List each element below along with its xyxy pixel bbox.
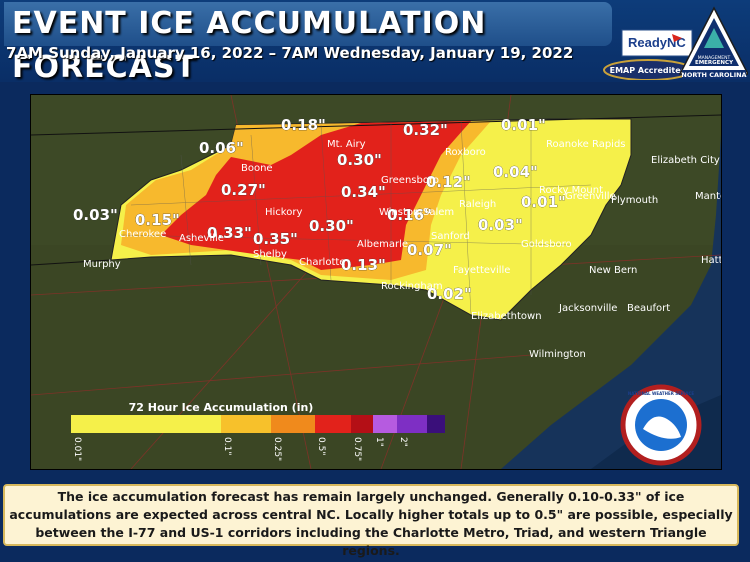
city-label: Elizabeth City bbox=[651, 155, 720, 166]
city-label: Raleigh bbox=[459, 199, 496, 210]
nws-text: NATIONAL WEATHER SERVICE bbox=[628, 391, 695, 396]
legend-colorbar bbox=[71, 415, 445, 433]
ice-value: 0.35" bbox=[253, 230, 298, 248]
forecast-summary: The ice accumulation forecast has remain… bbox=[3, 484, 739, 558]
ice-value: 0.12" bbox=[426, 173, 471, 191]
ice-map: 0.18" 0.32" 0.01" 0.06" 0.30" 0.12" 0.04… bbox=[31, 95, 721, 469]
emap-text: EMAP Accredited bbox=[610, 66, 687, 75]
city-label: Greenville bbox=[565, 191, 616, 202]
city-label: Boone bbox=[241, 163, 273, 174]
legend-tick-label: 0.01" bbox=[72, 437, 82, 461]
ice-value: 0.03" bbox=[478, 216, 523, 234]
readync-text: ReadyNC bbox=[628, 35, 686, 50]
city-label: New Bern bbox=[589, 265, 637, 276]
legend-swatch bbox=[397, 415, 427, 433]
ice-value: 0.18" bbox=[281, 116, 326, 134]
ice-value: 0.34" bbox=[341, 183, 386, 201]
ice-value: 0.02" bbox=[427, 285, 472, 303]
city-label: Jacksonville bbox=[558, 303, 617, 314]
city-label: Hickory bbox=[265, 207, 302, 218]
legend-ticks: 0.01" 0.1" 0.25" 0.5" 0.75" 1" 2" bbox=[72, 437, 408, 461]
city-label: Elizabethtown bbox=[471, 311, 542, 322]
city-label: Albemarle bbox=[357, 239, 408, 250]
readync-logo: ReadyNC bbox=[621, 29, 693, 57]
partner-logos: ReadyNC EMAP Accredited EMERGENCY MANAGE… bbox=[603, 6, 748, 80]
ice-value: 0.04" bbox=[493, 163, 538, 181]
ice-value: 0.15" bbox=[135, 211, 180, 229]
ice-value: 0.32" bbox=[403, 121, 448, 139]
map-panel: 0.18" 0.32" 0.01" 0.06" 0.30" 0.12" 0.04… bbox=[30, 94, 722, 470]
legend-swatch bbox=[315, 415, 351, 433]
city-label: Plymouth bbox=[611, 195, 658, 206]
ncem-state: NORTH CAROLINA bbox=[681, 71, 746, 79]
city-label: Cherokee bbox=[119, 229, 166, 240]
city-label: Beaufort bbox=[627, 303, 670, 314]
date-range-subtitle: 7AM Sunday, January 16, 2022 – 7AM Wedne… bbox=[6, 44, 574, 62]
ice-value: 0.33" bbox=[207, 224, 252, 242]
ice-value: 0.30" bbox=[309, 217, 354, 235]
ice-value: 0.01" bbox=[501, 116, 546, 134]
city-label: Greensboro bbox=[381, 175, 439, 186]
ncem-line2: MANAGEMENT bbox=[698, 55, 731, 61]
ice-value: 0.01" bbox=[521, 193, 566, 211]
city-label: Sanford bbox=[431, 231, 470, 242]
city-label: Rockingham bbox=[381, 281, 443, 292]
ice-band-red bbox=[161, 121, 471, 270]
legend-tick-label: 2" bbox=[398, 437, 408, 447]
ncem-logo: EMERGENCY MANAGEMENT NORTH CAROLINA bbox=[678, 6, 748, 79]
city-label: Shelby bbox=[253, 249, 287, 260]
city-label: Fayetteville bbox=[453, 265, 510, 276]
legend-title: 72 Hour Ice Accumulation (in) bbox=[129, 401, 314, 414]
county-lines bbox=[120, 120, 592, 316]
legend-swatch bbox=[271, 415, 315, 433]
legend-tick-label: 1" bbox=[374, 437, 384, 447]
ice-value: 0.06" bbox=[199, 139, 244, 157]
city-label: Hatteras bbox=[701, 255, 721, 266]
city-label: Mt. Airy bbox=[327, 139, 366, 150]
city-labels: Roanoke Rapids Elizabeth City Plymouth M… bbox=[83, 139, 721, 360]
page-title: EVENT ICE ACCUMULATION FORECAST bbox=[4, 2, 612, 85]
city-label: Wilmington bbox=[529, 349, 586, 360]
header-banner: EVENT ICE ACCUMULATION FORECAST 7AM Sund… bbox=[0, 0, 750, 85]
ice-value: 0.13" bbox=[341, 256, 386, 274]
city-label: Roxboro bbox=[445, 147, 486, 158]
legend-swatch bbox=[427, 415, 445, 433]
ice-value: 0.30" bbox=[337, 151, 382, 169]
city-label: Murphy bbox=[83, 259, 121, 270]
ice-value: 0.16" bbox=[387, 206, 432, 224]
ice-value: 0.27" bbox=[221, 181, 266, 199]
readync-swoosh-icon bbox=[672, 34, 682, 42]
ice-value: 0.07" bbox=[407, 241, 452, 259]
city-label: Rocky Mount bbox=[539, 185, 603, 196]
legend-tick-label: 0.25" bbox=[272, 437, 282, 461]
legend-tick-label: 0.1" bbox=[222, 437, 232, 455]
emap-logo: EMAP Accredited bbox=[603, 59, 693, 80]
legend-swatch bbox=[221, 415, 271, 433]
ncem-line1: EMERGENCY bbox=[695, 60, 734, 66]
legend-tick-label: 0.5" bbox=[316, 437, 326, 455]
ice-value-labels: 0.18" 0.32" 0.01" 0.06" 0.30" 0.12" 0.04… bbox=[73, 116, 566, 304]
city-label: Winston-Salem bbox=[379, 207, 454, 218]
city-label: Goldsboro bbox=[521, 239, 572, 250]
legend-swatch bbox=[351, 415, 373, 433]
city-label: Roanoke Rapids bbox=[546, 139, 626, 150]
cloud-icon bbox=[643, 416, 681, 439]
city-label: Manteo bbox=[695, 191, 721, 202]
legend-swatch bbox=[373, 415, 397, 433]
legend-swatch bbox=[71, 415, 221, 433]
ice-value: 0.03" bbox=[73, 206, 118, 224]
city-label: Charlotte bbox=[299, 257, 345, 268]
nws-logo: NATIONAL WEATHER SERVICE bbox=[620, 384, 702, 466]
legend-tick-label: 0.75" bbox=[352, 437, 362, 461]
city-label: Asheville bbox=[179, 233, 224, 244]
legend: 72 Hour Ice Accumulation (in) 0.01" 0.1" 0… bbox=[71, 401, 445, 461]
